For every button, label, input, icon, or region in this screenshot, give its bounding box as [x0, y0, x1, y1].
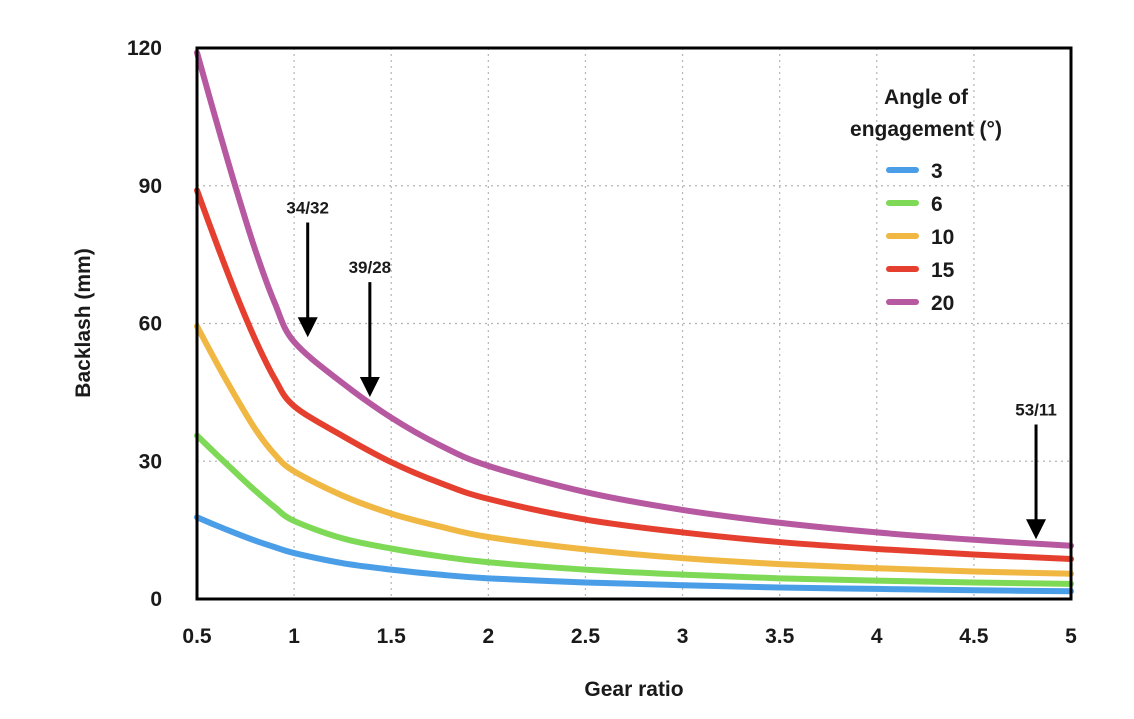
x-tick-label: 2 [482, 625, 494, 648]
legend: Angle of engagement (°) 3 6 10 15 20 [850, 86, 1002, 315]
series-line-6 [194, 432, 1074, 587]
y-axis-label: Backlash (mm) [72, 248, 95, 397]
annotation-arrowhead [1026, 519, 1047, 540]
y-tick-label: 60 [139, 313, 162, 336]
legend-label: 10 [931, 226, 954, 249]
x-tick-label: 3.5 [765, 625, 795, 648]
series-line-3 [194, 514, 1074, 595]
x-tick-label: 5 [1065, 625, 1077, 648]
y-tick-label: 120 [127, 37, 162, 60]
annotation-arrowhead [297, 317, 318, 338]
legend-label: 3 [931, 160, 943, 183]
annotation-label: 53/11 [1015, 401, 1057, 420]
x-tick-label: 0.5 [182, 625, 212, 648]
x-tick-label: 4 [871, 625, 883, 648]
legend-items: 3 6 10 15 20 [886, 160, 955, 315]
x-tick-label: 1.5 [377, 625, 407, 648]
y-tick-label: 0 [150, 588, 162, 611]
series-line-10 [194, 323, 1074, 577]
x-tick-label: 1 [288, 625, 300, 648]
grid [197, 48, 1071, 599]
plot-frame [195, 46, 1073, 601]
series-line-20 [194, 49, 1074, 549]
annotation-label: 34/32 [286, 198, 329, 217]
annotation-arrowhead [359, 376, 380, 397]
y-tick-label: 90 [139, 175, 162, 198]
x-tick-label: 2.5 [571, 625, 601, 648]
legend-label: 15 [931, 259, 955, 282]
annotations: 34/32 39/28 53/11 [286, 198, 1057, 540]
legend-label: 6 [931, 193, 943, 216]
legend-label: 20 [931, 292, 954, 315]
tick-labels: 0.5 1 1.5 2 2.5 3 3.5 4 4.5 5 0 30 60 90 120 [127, 37, 1077, 648]
x-tick-label: 3 [677, 625, 689, 648]
x-axis-label: Gear ratio [584, 678, 683, 701]
legend-title-line2: engagement (°) [850, 118, 1002, 141]
x-tick-label: 4.5 [959, 625, 989, 648]
legend-title-line1: Angle of [884, 86, 969, 109]
y-tick-label: 30 [139, 450, 162, 473]
annotation-label: 39/28 [349, 258, 392, 277]
series-line-15 [194, 187, 1074, 563]
series-lines [194, 49, 1074, 595]
